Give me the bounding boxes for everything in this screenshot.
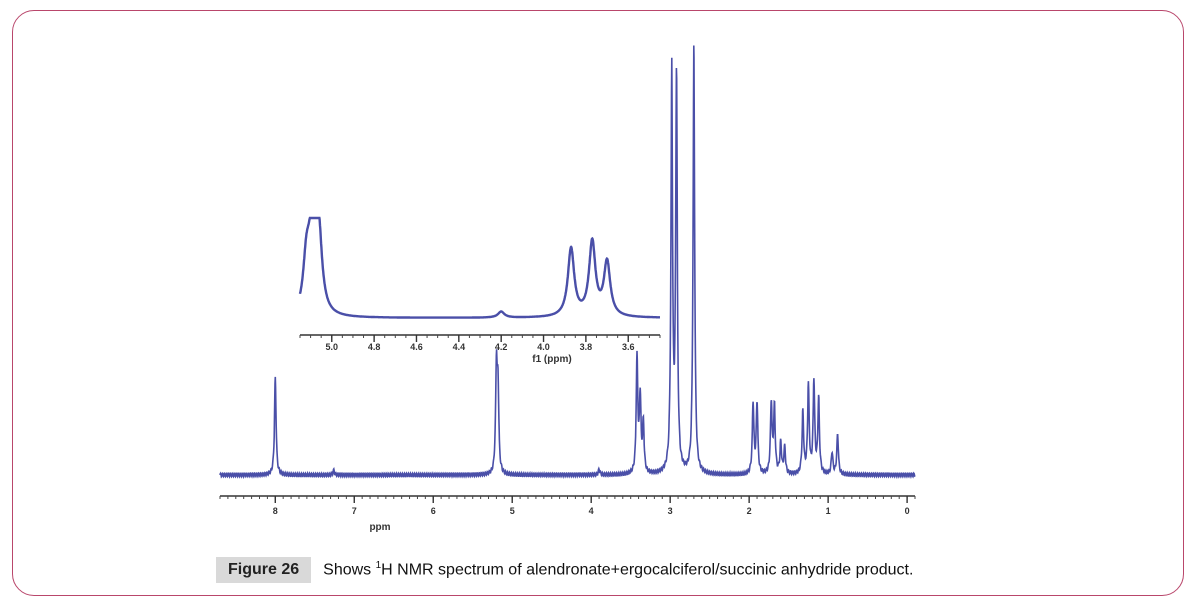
x-tick-label: 3.8 <box>580 342 593 352</box>
main-x-axis-label: ppm <box>369 522 390 533</box>
caption-text: Shows 1H NMR spectrum of alendronate+erg… <box>323 560 913 579</box>
x-tick-label: 2 <box>747 506 752 516</box>
caption-superscript: 1 <box>375 560 382 572</box>
x-tick-label: 3.6 <box>622 342 635 352</box>
caption-prefix: Shows <box>323 561 376 579</box>
x-tick-label: 7 <box>352 506 357 516</box>
x-tick-label: 1 <box>826 506 831 516</box>
x-tick-label: 4.0 <box>537 342 550 352</box>
x-tick-label: 4.4 <box>453 342 466 352</box>
main-spectrum-trace <box>219 45 916 480</box>
inset-spectrum-trace <box>298 216 660 319</box>
figure-label: Figure 26 <box>216 557 312 583</box>
x-tick-label: 5 <box>510 506 515 516</box>
main-x-axis: 8 7 6 5 4 3 2 1 0 <box>219 495 916 516</box>
x-tick-label: 3 <box>668 506 673 516</box>
inset-x-axis: 5.0 4.8 4.6 4.4 4.2 4.0 3.8 3.6 <box>299 334 661 352</box>
x-tick-label: 4.2 <box>495 342 508 352</box>
x-tick-label: 0 <box>905 506 910 516</box>
x-tick-label: 8 <box>273 506 278 516</box>
figure-frame <box>12 10 1184 596</box>
inset-x-axis-label: f1 (ppm) <box>532 354 571 365</box>
x-tick-label: 6 <box>431 506 436 516</box>
x-tick-label: 5.0 <box>326 342 339 352</box>
x-tick-label: 4.6 <box>410 342 423 352</box>
caption-rest: H NMR spectrum of alendronate+ergocalcif… <box>381 561 914 579</box>
x-tick-label: 4 <box>589 506 594 516</box>
x-tick-label: 4.8 <box>368 342 381 352</box>
figure-caption: Figure 26 Shows 1H NMR spectrum of alend… <box>216 555 913 585</box>
